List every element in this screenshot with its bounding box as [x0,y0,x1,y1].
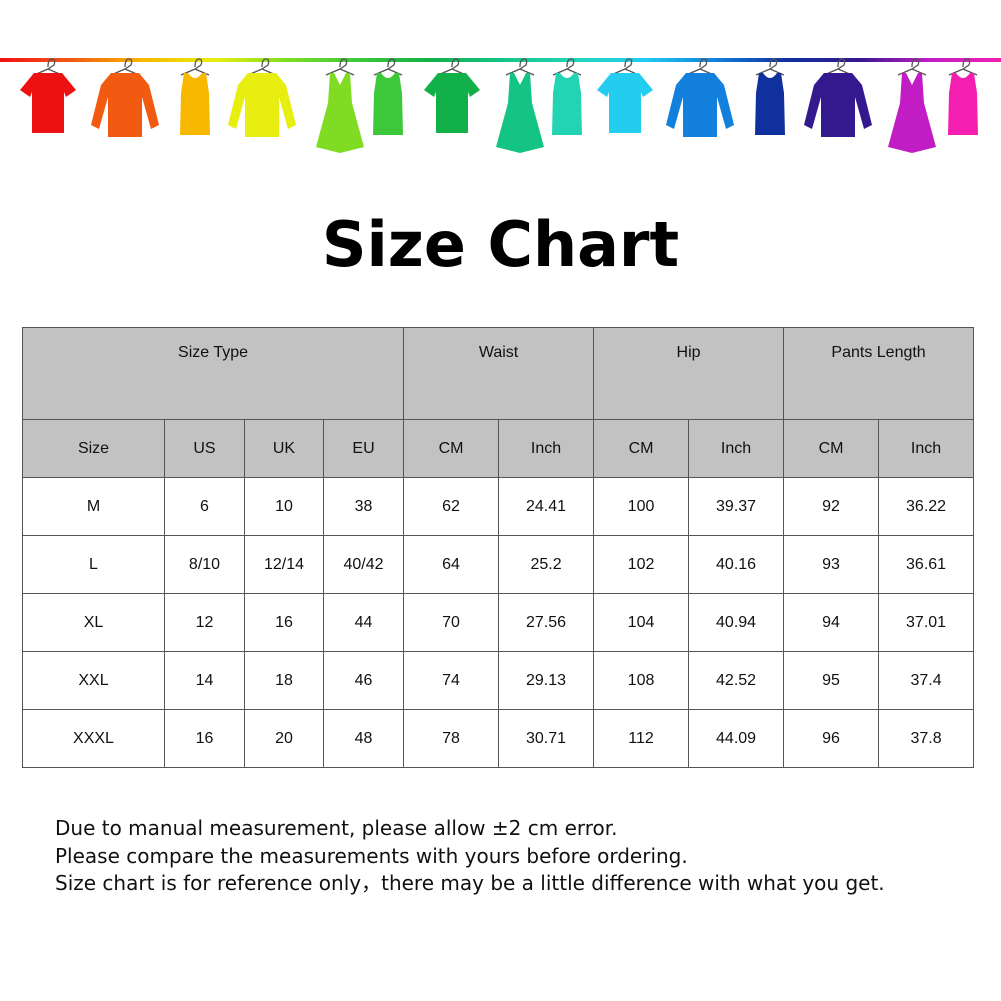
table-cell: 18 [244,651,324,710]
garment-icon [316,58,364,153]
notes: Due to manual measurement, please allow … [55,815,885,898]
table-cell: 38 [322,477,405,536]
table-cell: 36.61 [878,535,975,594]
note-line: Due to manual measurement, please allow … [55,816,618,840]
table-cell: XXL [22,651,165,710]
garment-icon [20,58,76,133]
garment-icon [888,58,936,153]
table-cell: 92 [783,477,880,536]
note-line: Please compare the measurements with you… [55,843,688,868]
table-cell: 16 [164,709,245,768]
table-cell: 12 [164,593,245,652]
table-cell: 95 [783,651,880,710]
table-cell: 96 [783,709,880,768]
table-cell: 40.16 [688,535,785,594]
table-cell: 27.56 [498,593,595,652]
table-cell: 102 [593,535,690,594]
garment-icon [552,58,582,135]
column-header: UK [244,419,324,478]
garment-icon [424,58,480,133]
table-cell: 46 [322,651,405,710]
table-cell: 6 [164,477,245,536]
table-cell: 78 [403,709,500,768]
table-cell: 37.01 [878,593,975,652]
table-cell: 70 [403,593,500,652]
table-cell: XXXL [22,709,165,768]
table-cell: 112 [593,709,690,768]
group-header-size-type: Size Type [21,327,405,420]
garment-icon [91,58,159,137]
table-cell: 12/14 [244,535,324,594]
column-header: CM [783,419,880,478]
garment-icon [948,58,978,135]
group-header-waist: Waist [403,327,595,420]
table-cell: 40/42 [322,535,405,594]
table-cell: 36.22 [878,477,975,536]
page-title: Size Chart [321,208,680,281]
table-cell: 44.09 [688,709,785,768]
table-row: XL 12 16 44 70 27.56 104 40.94 94 37.01 [22,593,975,652]
table-cell: 16 [244,593,324,652]
table-cell: 25.2 [498,535,595,594]
table-cell: 44 [322,593,405,652]
table-cell: 20 [244,709,324,768]
column-header: Inch [878,419,975,478]
table-cell: 48 [322,709,405,768]
table-row: XXL 14 18 46 74 29.13 108 42.52 95 37.4 [22,651,975,710]
hanger-rod [0,58,1001,62]
table-cell: 37.4 [878,651,975,710]
table-cell: 42.52 [688,651,785,710]
table-row: M 6 10 38 62 24.41 100 39.37 92 36.22 [22,477,975,536]
table-row: L 8/10 12/14 40/42 64 25.2 102 40.16 93 36.61 [22,535,975,594]
table-cell: 94 [783,593,880,652]
table-row: XXXL 16 20 48 78 30.71 112 44.09 96 37.8 [22,709,975,768]
garment-icon [180,58,210,135]
table-cell: 64 [403,535,500,594]
table-cell: 30.71 [498,709,595,768]
garment-icon [228,58,296,137]
group-header-hip: Hip [593,327,785,420]
garment-icon [496,58,544,153]
column-header: EU [322,419,405,478]
column-header: Inch [498,419,595,478]
clothes-hanger-banner-icon [0,58,1001,153]
table-cell: 40.94 [688,593,785,652]
table-cell: 108 [593,651,690,710]
column-header: CM [403,419,500,478]
table-cell: 24.41 [498,477,595,536]
group-header-pants-length: Pants Length [783,327,975,420]
table-cell: 39.37 [688,477,785,536]
table-cell: 74 [403,651,500,710]
table-cell: 8/10 [164,535,245,594]
garment-icon [666,58,734,137]
garment-icon [804,58,872,137]
column-header: Inch [688,419,785,478]
size-chart-table: Size Type Waist Hip Pants Length Size US U… [21,327,975,768]
table-cell: 93 [783,535,880,594]
table-cell: L [22,535,165,594]
table-cell: XL [22,593,165,652]
table-cell: 104 [593,593,690,652]
table-cell: 37.8 [878,709,975,768]
table-cell: 10 [244,477,324,536]
column-header: Size [22,419,165,478]
garment-icon [597,58,653,133]
garment-icon [755,58,785,135]
table-cell: 14 [164,651,245,710]
table-cell: 100 [593,477,690,536]
table-cell: 29.13 [498,651,595,710]
table-cell: M [22,477,165,536]
column-header: US [164,419,245,478]
note-line: Size chart is for reference only，there m… [55,871,885,895]
column-header: CM [593,419,690,478]
garment-icon [373,58,403,135]
table-cell: 62 [403,477,500,536]
